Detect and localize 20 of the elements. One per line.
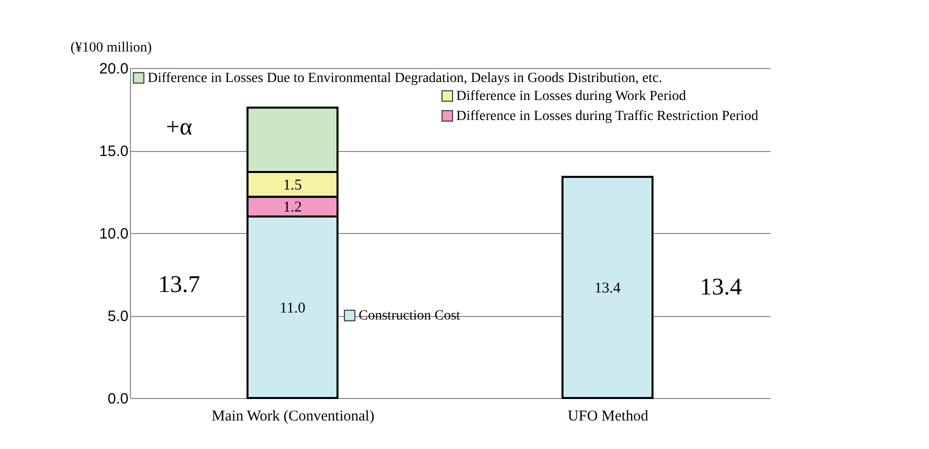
legend-label: Difference in Losses during Work Period <box>456 89 686 104</box>
y-tick-label: 5.0 <box>108 308 128 325</box>
bar <box>562 176 654 399</box>
y-tick-label: 15.0 <box>99 143 128 160</box>
y-axis-title: (¥100 million) <box>70 40 152 56</box>
annotation: 13.4 <box>700 274 742 300</box>
x-tick-label: UFO Method <box>568 408 649 424</box>
y-tick-label: 10.0 <box>99 226 128 242</box>
annotation: +α <box>166 114 193 140</box>
data-label: 13.4 <box>594 280 622 296</box>
legend-label: Difference in Losses Due to Environmental Degradation, Delays in Goods Distribution, etc. <box>148 70 662 86</box>
data-label: 1.2 <box>283 200 302 216</box>
legend-label: Difference in Losses during Traffic Restriction Period <box>456 108 758 124</box>
y-tick-label: 20.0 <box>99 60 128 78</box>
annotation: 13.7 <box>158 272 200 298</box>
x-tick-label: Main Work (Conventional) <box>212 408 374 424</box>
legend-label: Construction Cost <box>358 308 460 324</box>
data-label: 11.0 <box>280 300 306 316</box>
data-label: 1.5 <box>283 177 302 194</box>
y-tick-label: 0.0 <box>108 390 128 408</box>
